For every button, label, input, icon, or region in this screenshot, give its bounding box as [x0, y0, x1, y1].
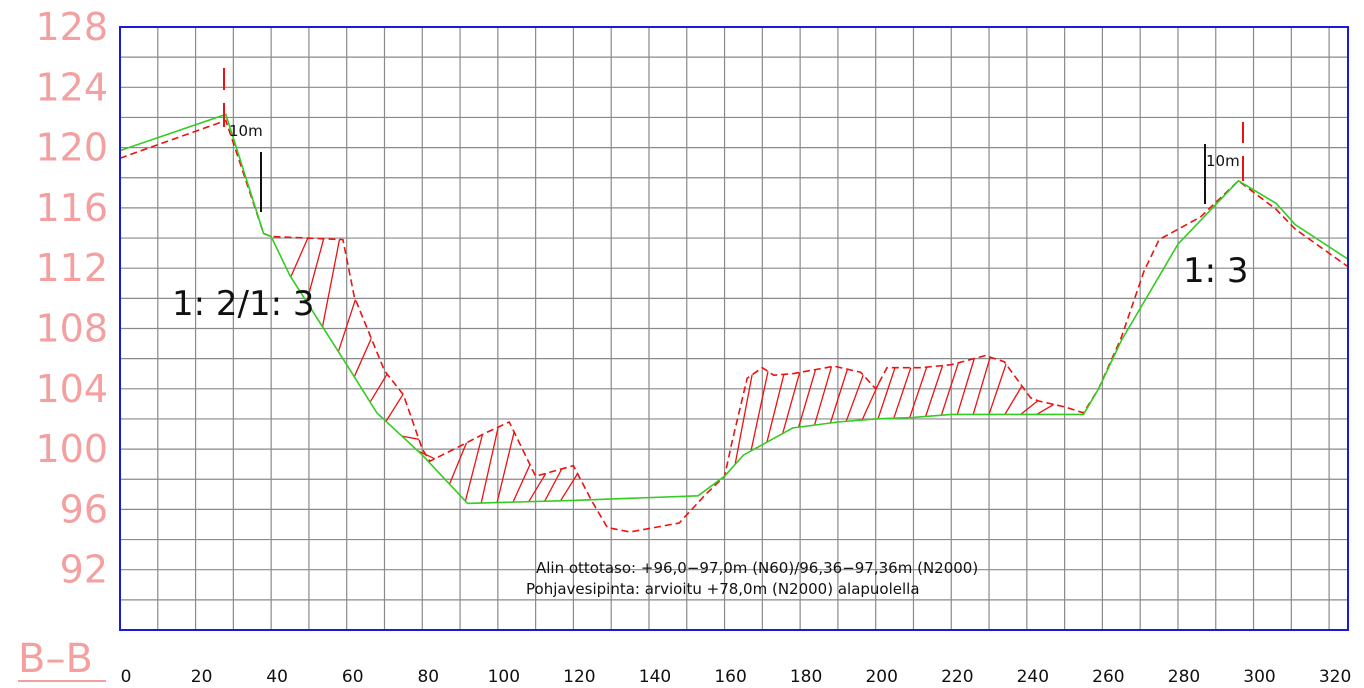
hatch-line: [909, 366, 928, 418]
x-tick-label: 60: [342, 667, 364, 687]
y-tick-label: 124: [35, 65, 108, 109]
y-tick-label: 100: [35, 427, 108, 471]
terrain-line: [119, 119, 1349, 533]
hatch-line: [766, 374, 785, 443]
y-tick-label: 120: [35, 126, 108, 170]
hatch-line: [480, 426, 499, 504]
hatch-line: [337, 299, 357, 352]
x-tick-label: 100: [488, 667, 520, 687]
slope-label-right: 1: 3: [1183, 251, 1249, 291]
y-tick-label: 104: [35, 367, 108, 411]
grid: [120, 27, 1348, 630]
hatch-line: [496, 431, 515, 503]
hatch-line: [560, 473, 579, 502]
y-tick-label: 112: [35, 246, 108, 290]
hatch-line: [813, 366, 833, 426]
x-tick-label: 80: [417, 667, 439, 687]
hatch-line: [734, 374, 753, 465]
hatch-line: [528, 473, 547, 502]
y-tick-label: 96: [60, 487, 108, 531]
hatch-line: [972, 357, 991, 415]
hatch-line: [988, 363, 1007, 415]
x-tick-label: 0: [121, 667, 132, 687]
slope-label-left: 1: 2/1: 3: [172, 284, 315, 324]
hatch-line: [924, 365, 944, 417]
plot-frame: [119, 26, 1349, 631]
note-line-1: Alin ottotaso: +96,0−97,0m (N60)/96,36−9…: [536, 559, 978, 577]
hatch-line: [385, 393, 404, 422]
hatch-line: [353, 338, 372, 377]
hatch-line: [797, 369, 817, 428]
x-tick-label: 300: [1243, 667, 1275, 687]
y-tick-label: 108: [35, 307, 108, 351]
hatch-line: [306, 238, 325, 302]
hatch-line: [829, 369, 849, 424]
hatch-line: [940, 362, 960, 416]
x-tick-label: 260: [1092, 667, 1124, 687]
note-line-2: Pohjavesipinta: arvioitu +78,0m (N2000) …: [526, 580, 920, 598]
hatch-line: [845, 374, 864, 422]
y-axis-labels: 128 124 120 116 112 108 104 100 96 92: [35, 5, 108, 592]
hatch-line: [321, 239, 341, 327]
section-title: B–B: [18, 636, 93, 682]
hatch-line: [1004, 385, 1023, 415]
x-tick-label: 240: [1017, 667, 1049, 687]
hatched-cut-area: [290, 237, 1055, 504]
hatch-line: [1036, 403, 1055, 415]
y-tick-label: 92: [60, 548, 108, 592]
hatch-line: [464, 434, 484, 502]
x-tick-label: 40: [266, 667, 288, 687]
hatch-line: [782, 372, 801, 434]
hatch-line: [877, 367, 896, 420]
x-tick-label: 200: [865, 667, 897, 687]
hatch-line: [1020, 400, 1039, 415]
x-tick-label: 20: [191, 667, 213, 687]
hatch-line: [544, 468, 563, 502]
x-tick-label: 120: [563, 667, 595, 687]
x-tick-label: 320: [1319, 667, 1351, 687]
hatch-line: [448, 442, 468, 485]
hatch-line: [893, 367, 912, 419]
y-tick-label: 128: [35, 5, 108, 49]
x-tick-label: 180: [790, 667, 822, 687]
distance-label-left: 10m: [229, 122, 263, 140]
x-tick-label: 140: [639, 667, 671, 687]
x-tick-label: 280: [1168, 667, 1200, 687]
x-axis-labels: 0 20 40 60 80 100 120 140 160 180 200 220 240 260 280 3…: [121, 667, 1352, 687]
design-line: [119, 113, 1349, 505]
x-tick-label: 220: [941, 667, 973, 687]
hatch-line: [512, 464, 531, 503]
hatch-line: [956, 358, 975, 415]
dimension-markers: [223, 68, 1244, 212]
hatch-line: [369, 373, 388, 403]
hatch-line: [750, 371, 769, 452]
hatch-line: [290, 237, 309, 278]
hatch-line: [401, 435, 420, 440]
y-tick-label: 116: [35, 186, 108, 230]
distance-label-right: 10m: [1206, 152, 1240, 170]
x-tick-label: 160: [714, 667, 746, 687]
